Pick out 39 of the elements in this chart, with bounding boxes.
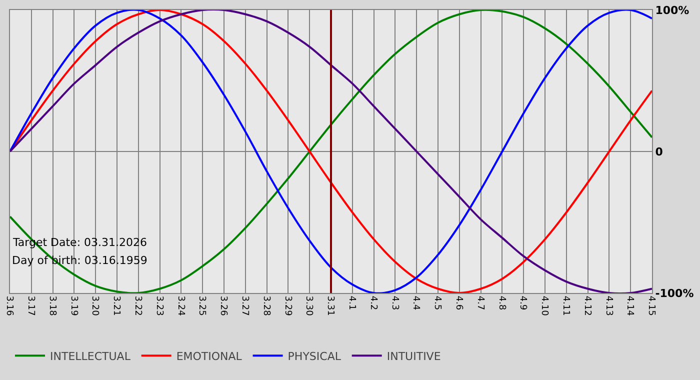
x-tick-label: 4.10	[539, 296, 550, 316]
x-tick-label: 4.4	[410, 296, 421, 310]
x-tick-label: 4.5	[432, 296, 442, 310]
x-tick-label: 4.1	[346, 296, 356, 310]
x-tick-label: 4.7	[474, 296, 485, 310]
x-tick-label: 4.3	[389, 296, 400, 310]
x-tick-label: 4.9	[518, 296, 528, 310]
x-tick-label: 4.13	[603, 296, 614, 316]
x-tick-label: 4.14	[624, 296, 635, 316]
x-tick-label: 3.24	[175, 296, 186, 316]
x-tick-label: 3.16	[4, 296, 14, 316]
y-tick-label: 0	[655, 145, 664, 158]
legend-label: INTUITIVE	[386, 350, 441, 363]
line-series	[10, 10, 652, 293]
x-tick-label: 3.20	[90, 296, 100, 316]
x-tick-label: 3.30	[304, 296, 314, 316]
x-tick-label: 3.19	[68, 296, 78, 316]
x-tick-label: 3.17	[25, 296, 36, 316]
x-tick-label: 4.12	[582, 296, 592, 316]
y-tick-label: -100%	[655, 286, 694, 300]
x-tick-label: 4.8	[496, 296, 506, 310]
legend-label: EMOTIONAL	[176, 350, 243, 363]
x-tick-label: 4.2	[368, 296, 378, 310]
x-tick-label: 3.28	[260, 296, 271, 316]
x-tick-label: 4.15	[646, 296, 656, 316]
x-tick-label: 3.31	[325, 296, 336, 316]
x-tick-label: 4.11	[560, 296, 570, 316]
x-tick-label: 3.18	[46, 296, 57, 316]
x-tick-label: 3.27	[239, 296, 250, 316]
x-tick-label: 3.22	[132, 296, 142, 316]
x-tick-label: 3.21	[111, 296, 122, 316]
x-tick-label: 3.29	[282, 296, 292, 316]
x-tick-label: 3.26	[218, 296, 228, 316]
x-tick-label: 3.25	[196, 296, 207, 316]
legend-label: PHYSICAL	[288, 350, 342, 363]
x-tick-label: 4.6	[453, 296, 464, 310]
legend-label: INTELLECTUAL	[50, 350, 132, 363]
y-tick-label: 100%	[655, 4, 690, 17]
x-tick-label: 3.23	[154, 296, 164, 316]
